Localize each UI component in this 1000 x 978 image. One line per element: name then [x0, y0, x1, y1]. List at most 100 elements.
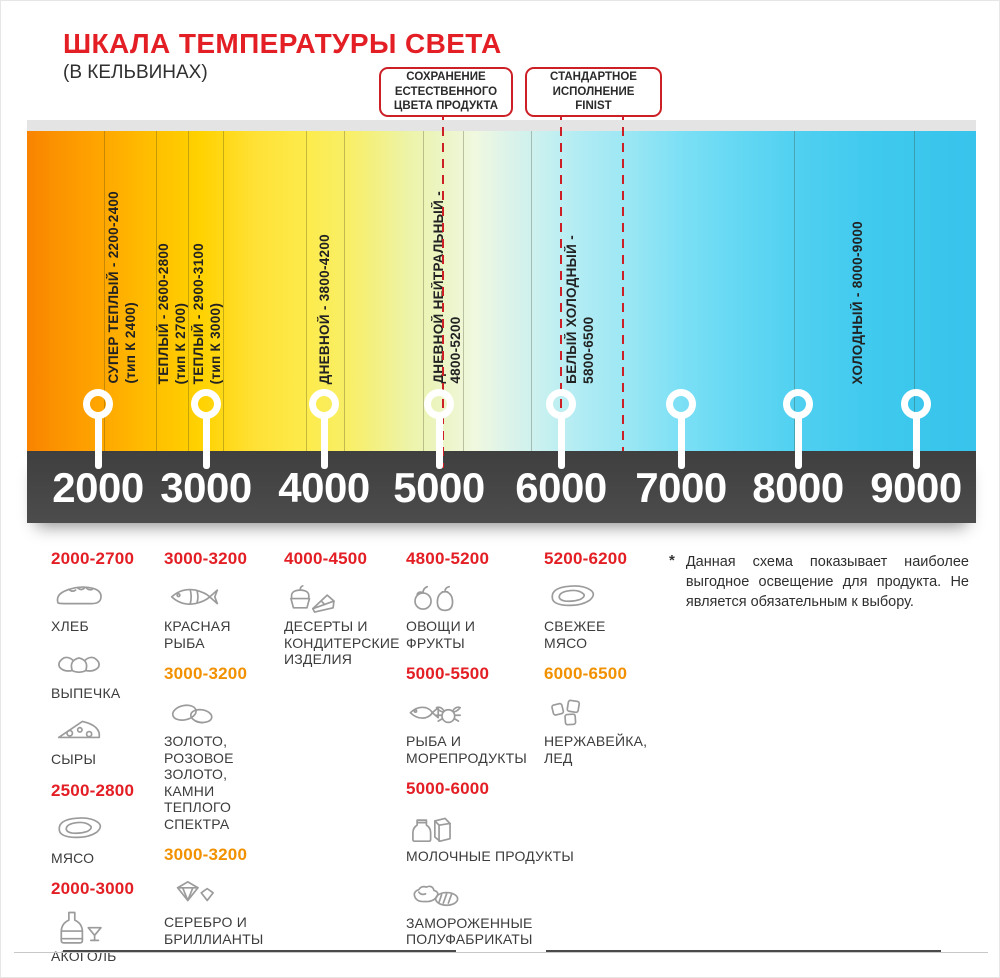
bottom-rule-dark-right: [546, 950, 941, 952]
pin-stem: [320, 415, 328, 469]
bottom-rule-dark-left: [63, 950, 456, 952]
meat-icon: [58, 816, 102, 838]
legend-group: 4800-5200 ОВОЩИ И ФРУКТЫ: [406, 549, 576, 651]
rings-icon: [171, 704, 213, 724]
legend-entry: МЯСО: [51, 810, 159, 867]
legend-entry: СВЕЖЕЕ МЯСО: [544, 578, 674, 651]
legend-group: 3000-3200 ЗОЛОТО, РОЗОВОЕ ЗОЛОТО, КАМНИ Т…: [164, 664, 284, 832]
footnote-text: Данная схема показывает наиболее выгодно…: [685, 554, 969, 610]
product-label: ДЕСЕРТЫ И КОНДИТЕРСКИЕ ИЗДЕЛИЯ: [284, 618, 400, 668]
croissant-icon: [58, 656, 100, 673]
bottom-rule-light: [14, 952, 988, 953]
vegetables-icon: [414, 585, 454, 612]
zone-separator-line: [344, 131, 345, 451]
zone-label: СУПЕР ТЕПЛЫЙ - 2200-2400 (тип К 2400): [106, 191, 138, 384]
fish-icon: [170, 588, 219, 605]
legend-column: 4000-4500 ДЕСЕРТЫ И КОНДИТЕРСКИЕ ИЗДЕЛИЯ: [284, 549, 404, 681]
kelvin-range-label: 3000-3200: [164, 664, 248, 684]
bread-icon: [56, 586, 102, 605]
cheese-icon: [57, 720, 101, 739]
kelvin-tick-label: 4000: [278, 464, 370, 511]
legend-entry: ЗАМОРОЖЕННЫЕ ПОЛУФАБРИКАТЫ: [406, 875, 576, 948]
zone-separator-line: [188, 131, 189, 451]
zone-separator-line: [463, 131, 464, 451]
legend-entry: ДЕСЕРТЫ И КОНДИТЕРСКИЕ ИЗДЕЛИЯ: [284, 578, 404, 668]
kelvin-tick-label: 8000: [752, 464, 844, 511]
legend-group: 3000-3200 КРАСНАЯ РЫБА: [164, 549, 284, 651]
zone-separator-line: [531, 131, 532, 451]
pin-stem: [202, 415, 210, 469]
kelvin-range-label: 5200-6200: [544, 549, 628, 568]
steak-icon: [551, 585, 595, 607]
kelvin-range-label: 3000-3200: [164, 549, 248, 568]
kelvin-range-label: 5000-5500: [406, 664, 490, 684]
kelvin-range-label: 2000-3000: [51, 879, 135, 899]
dessert-icon: [290, 585, 335, 613]
kelvin-tick-label: 3000: [160, 464, 252, 511]
legend-entry: КРАСНАЯ РЫБА: [164, 578, 284, 651]
legend-group: 4000-4500 ДЕСЕРТЫ И КОНДИТЕРСКИЕ ИЗДЕЛИЯ: [284, 549, 404, 668]
callout-finist-standard: СТАНДАРТНОЕ ИСПОЛНЕНИЕ FINIST: [525, 67, 662, 117]
red-dashed-line: [442, 111, 444, 468]
footnote: * Данная схема показывает наиболее выгод…: [669, 552, 969, 612]
zone-separator-line: [104, 131, 105, 451]
diamond-icon: [176, 881, 214, 902]
legend-entry: ВЫПЕЧКА: [51, 645, 159, 702]
red-dashed-line: [560, 111, 562, 468]
zone-separator-line: [223, 131, 224, 451]
legend-column: 3000-3200 КРАСНАЯ РЫБА 3000-3200 ЗОЛОТО, РО…: [164, 549, 284, 960]
legend-group: 5000-6000 МОЛОЧНЫЕ ПРОДУКТЫ ЗАМОРОЖЕННЫЕ П…: [406, 779, 576, 948]
product-label: ВЫПЕЧКА: [51, 684, 121, 701]
pin-stem: [912, 415, 920, 469]
seafood-icon: [409, 706, 461, 724]
product-label: ОВОЩИ И ФРУКТЫ: [406, 618, 476, 651]
kelvin-tick-label: 9000: [870, 464, 962, 511]
legend-group: 2000-2700 ХЛЕБ ВЫПЕЧКА СЫРЫ: [51, 549, 159, 768]
legend-entry: СЕРЕБРО И БРИЛЛИАНТЫ: [164, 874, 284, 947]
kelvin-range-label: 2000-2700: [51, 549, 135, 568]
callout-natural-color: СОХРАНЕНИЕ ЕСТЕСТВЕННОГО ЦВЕТА ПРОДУКТА: [379, 67, 513, 117]
zone-separator-line: [423, 131, 424, 451]
kelvin-range-label: 2500-2800: [51, 780, 135, 800]
legend-group: 5200-6200 СВЕЖЕЕ МЯСО: [544, 549, 674, 651]
product-label: КРАСНАЯ РЫБА: [164, 618, 231, 651]
legend-entry: РЫБА И МОРЕПРОДУКТЫ: [406, 693, 576, 766]
product-label: СЫРЫ: [51, 751, 97, 768]
page-subtitle: (В КЕЛЬВИНАХ): [63, 62, 208, 83]
kelvin-range-label: 6000-6500: [544, 664, 628, 684]
legend-group: 2500-2800 МЯСО: [51, 781, 159, 867]
pin-stem: [557, 415, 565, 469]
zone-label: ДНЕВНОЙ - 3800-4200: [316, 233, 332, 384]
zone-separator-line: [156, 131, 157, 451]
kelvin-range-label: 3000-3200: [164, 845, 248, 865]
kelvin-axis: 2000 3000 4000 5000 6000 7000 8000 9000: [27, 451, 976, 523]
zone-label: ДНЕВНОЙ НЕЙТРАЛЬНЫЙ - 4800-5200: [431, 191, 463, 384]
legend-entry: АКОГОЛЬ: [51, 908, 159, 965]
legend-column: 4800-5200 ОВОЩИ И ФРУКТЫ 5000-5500 РЫБА И М…: [406, 549, 576, 961]
product-label: МОЛОЧНЫЕ ПРОДУКТЫ: [406, 848, 574, 865]
page-title: ШКАЛА ТЕМПЕРАТУРЫ СВЕТА: [63, 28, 502, 59]
pin-stem: [94, 415, 102, 469]
legend-entry: СЫРЫ: [51, 711, 159, 768]
legend-entry: МОЛОЧНЫЕ ПРОДУКТЫ: [406, 808, 576, 865]
temperature-gradient-band: СУПЕР ТЕПЛЫЙ - 2200-2400 (тип К 2400) ТЕП…: [27, 131, 976, 451]
legend-group: 6000-6500 НЕРЖАВЕЙКА, ЛЕД: [544, 664, 674, 766]
zone-label: ТЕПЛЫЙ - 2900-3100 (тип К 3000): [191, 242, 223, 384]
pin-stem: [794, 415, 802, 469]
callout-label: СТАНДАРТНОЕ ИСПОЛНЕНИЕ FINIST: [550, 70, 637, 113]
callout-label: СОХРАНЕНИЕ ЕСТЕСТВЕННОГО ЦВЕТА ПРОДУКТА: [393, 70, 499, 113]
kelvin-range-label: 5000-6000: [406, 779, 490, 799]
legend-entry: ЗОЛОТО, РОЗОВОЕ ЗОЛОТО, КАМНИ ТЕПЛОГО СП…: [164, 693, 284, 832]
legend-group: 3000-3200 СЕРЕБРО И БРИЛЛИАНТЫ: [164, 845, 284, 947]
legend-entry: НЕРЖАВЕЙКА, ЛЕД: [544, 693, 674, 766]
product-label: НЕРЖАВЕЙКА, ЛЕД: [544, 733, 648, 766]
zone-label: ТЕПЛЫЙ - 2600-2800 (тип К 2700): [156, 242, 188, 384]
footnote-asterisk: *: [669, 552, 675, 569]
pin-stem: [677, 415, 685, 469]
product-label: СЕРЕБРО И БРИЛЛИАНТЫ: [164, 914, 264, 947]
zone-separator-line: [306, 131, 307, 451]
kelvin-tick-label: 2000: [52, 464, 144, 511]
kelvin-tick-label: 7000: [635, 464, 727, 511]
legend-column: 2000-2700 ХЛЕБ ВЫПЕЧКА СЫРЫ 2500-2800 МЯСО 200…: [51, 549, 159, 977]
kelvin-tick-label: 5000: [393, 464, 485, 511]
